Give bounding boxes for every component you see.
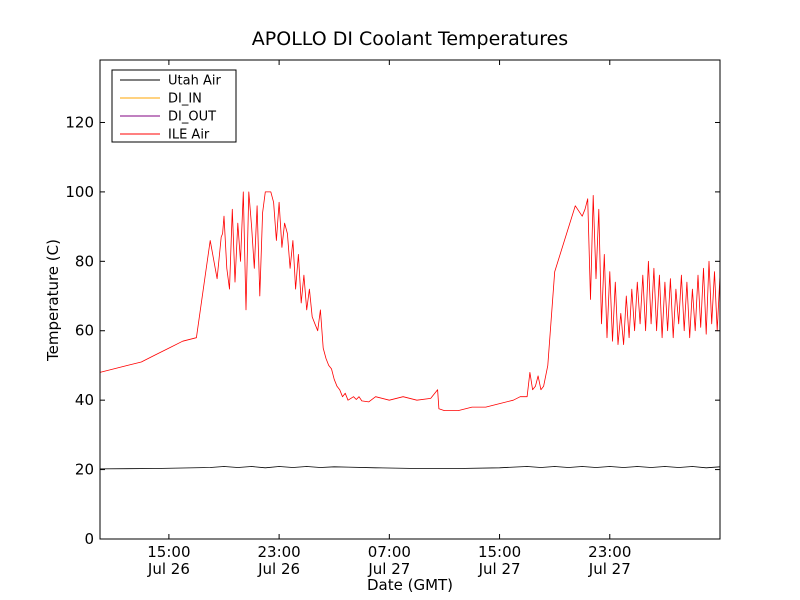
y-tick-label: 40 <box>75 391 94 409</box>
x-tick-label-time: 15:00 <box>147 543 190 561</box>
x-tick-label-date: Jul 27 <box>478 560 521 578</box>
legend-label: DI_IN <box>168 92 202 107</box>
legend-label: DI_OUT <box>168 110 216 125</box>
x-tick-label-date: Jul 26 <box>257 560 300 578</box>
y-axis-label: Temperature (C) <box>44 239 62 362</box>
chart-title: APOLLO DI Coolant Temperatures <box>252 28 568 50</box>
x-tick-label-time: 15:00 <box>478 543 521 561</box>
legend-frame <box>111 69 237 143</box>
y-tick-label: 100 <box>65 183 94 201</box>
x-tick-label-time: 23:00 <box>257 543 300 561</box>
x-tick-label-time: 07:00 <box>368 543 411 561</box>
legend-label: Utah Air <box>168 74 221 89</box>
x-tick-label-date: Jul 27 <box>367 560 410 578</box>
y-tick-label: 20 <box>75 461 94 479</box>
series-layer <box>99 191 721 470</box>
x-axis-label: Date (GMT) <box>367 576 453 594</box>
legend: Utah Air DI_IN DI_OUT ILE Air <box>111 69 237 143</box>
legend-label: ILE Air <box>168 128 210 143</box>
x-tick-label-date: Jul 27 <box>588 560 631 578</box>
series-line <box>99 191 721 412</box>
y-tick-label: 80 <box>75 252 94 270</box>
y-tick-label: 120 <box>65 113 94 131</box>
y-tick-label: 0 <box>84 530 94 548</box>
x-tick-label-date: Jul 26 <box>147 560 190 578</box>
y-tick-label: 60 <box>75 322 94 340</box>
plot-frame <box>99 59 721 540</box>
x-tick-label-time: 23:00 <box>588 543 631 561</box>
series-line <box>99 466 721 470</box>
